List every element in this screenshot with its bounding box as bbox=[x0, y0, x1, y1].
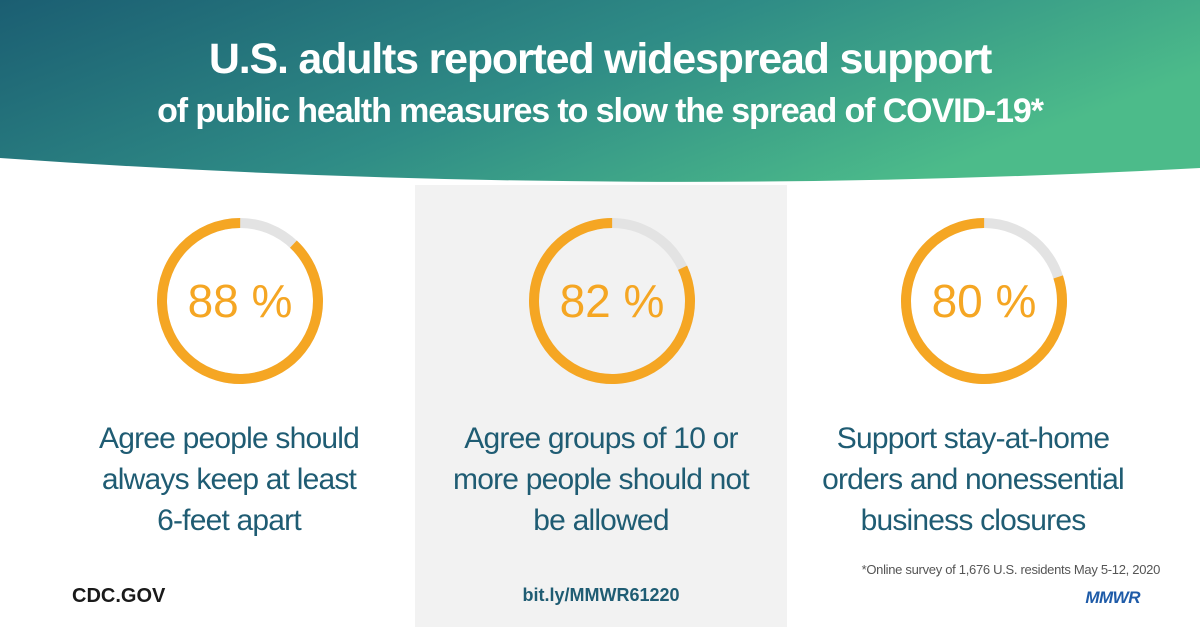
ring-progress bbox=[529, 218, 695, 384]
stat-description: Agree people should always keep at least… bbox=[43, 418, 415, 541]
stat-card-distancing: 88 % Agree people should always keep at … bbox=[43, 215, 415, 545]
title-line-2: of public health measures to slow the sp… bbox=[157, 92, 1044, 130]
donut-ring bbox=[154, 215, 326, 387]
stat-description: Support stay-at-home orders and nonessen… bbox=[787, 418, 1159, 541]
description-line: 6-feet apart bbox=[157, 504, 302, 537]
headline: U.S. adults reported widespread support … bbox=[0, 0, 1200, 170]
donut-ring bbox=[898, 215, 1070, 387]
description-line: always keep at least bbox=[101, 463, 357, 496]
percent-value: 80 % bbox=[931, 275, 1037, 327]
stat-card-stay-at-home: 80 % Support stay-at-home orders and non… bbox=[787, 215, 1159, 545]
description-line: Support stay-at-home bbox=[836, 422, 1110, 455]
stat-card-groups: 82 % Agree groups of 10 or more people s… bbox=[415, 215, 787, 545]
description-line: Agree people should bbox=[98, 422, 360, 455]
site-link[interactable]: CDC.GOV bbox=[72, 585, 166, 607]
short-link[interactable]: bit.ly/MMWR61220 bbox=[522, 585, 680, 605]
ring-progress bbox=[157, 218, 323, 385]
header-banner: U.S. adults reported widespread support … bbox=[0, 0, 1200, 200]
middle-panel-background bbox=[415, 185, 787, 627]
header-background bbox=[0, 0, 1200, 182]
title-line-1: U.S. adults reported widespread support bbox=[208, 35, 992, 83]
description-line: business closures bbox=[860, 504, 1087, 537]
mmwr-logo: MMWR bbox=[1085, 588, 1140, 607]
footnote: *Online survey of 1,676 U.S. residents M… bbox=[861, 562, 1161, 577]
percent-value: 88 % bbox=[187, 275, 293, 327]
description-line: more people should not bbox=[453, 463, 750, 496]
description-line: Agree groups of 10 or bbox=[464, 422, 738, 455]
stat-description: Agree groups of 10 or more people should… bbox=[415, 418, 787, 541]
description-line: be allowed bbox=[533, 504, 669, 537]
donut-ring bbox=[526, 215, 698, 387]
percent-value: 82 % bbox=[559, 275, 665, 327]
description-line: orders and nonessential bbox=[822, 463, 1125, 496]
